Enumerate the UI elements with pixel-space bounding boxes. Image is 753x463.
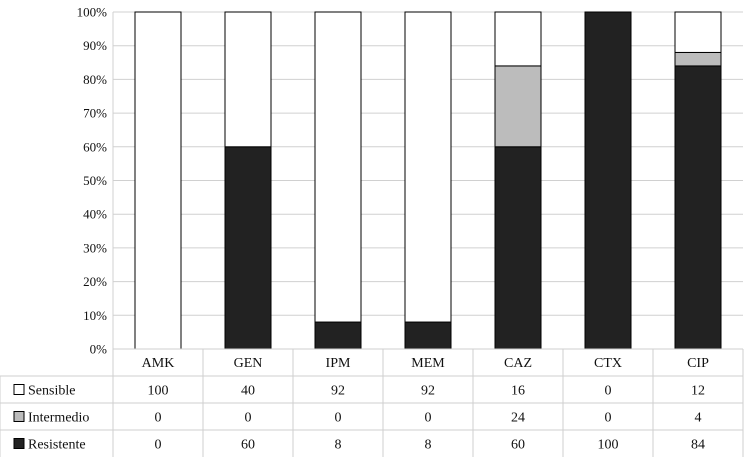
data-label: 0	[425, 411, 432, 426]
category-label: CAZ	[504, 356, 532, 371]
data-label: 12	[691, 384, 705, 399]
data-label: 100	[598, 438, 619, 453]
data-label: 60	[241, 438, 255, 453]
data-label: 60	[511, 438, 525, 453]
bar-segment-sensible-mem	[404, 11, 452, 323]
bars	[134, 11, 722, 350]
legend-key-sensible	[13, 384, 25, 395]
bar-segment-sensible-amk	[134, 11, 182, 350]
y-tick-label: 70%	[83, 106, 107, 121]
legend-label: Sensible	[28, 384, 75, 399]
bar-segment-resistente-gen	[224, 146, 272, 350]
y-tick-label: 0%	[90, 342, 108, 357]
bar-segment-resistente-cip	[674, 65, 722, 350]
data-label: 0	[605, 411, 612, 426]
y-tick-label: 100%	[77, 5, 108, 20]
legend-key-resistente	[13, 438, 25, 449]
data-label: 16	[511, 384, 525, 399]
bar-segment-resistente-ctx	[584, 11, 632, 350]
category-label: GEN	[234, 356, 263, 371]
category-label: AMK	[142, 356, 175, 371]
data-label: 4	[695, 411, 702, 426]
category-label: CIP	[687, 356, 709, 371]
data-label: 100	[148, 384, 169, 399]
legend-key-intermedio	[13, 411, 25, 422]
y-tick-label: 50%	[83, 173, 107, 188]
y-tick-label: 80%	[83, 72, 107, 87]
bar-segment-sensible-ipm	[314, 11, 362, 323]
bar-segment-resistente-mem	[404, 321, 452, 350]
data-label: 8	[335, 438, 342, 453]
legend-label: Resistente	[28, 438, 86, 453]
data-label: 92	[421, 384, 435, 399]
bar-segment-intermedio-caz	[494, 65, 542, 148]
y-tick-label: 10%	[83, 308, 107, 323]
bar-segment-intermedio-cip	[674, 51, 722, 67]
data-label: 40	[241, 384, 255, 399]
bar-segment-resistente-caz	[494, 146, 542, 350]
category-label: IPM	[326, 356, 351, 371]
data-label: 0	[335, 411, 342, 426]
data-label: 92	[331, 384, 345, 399]
data-label: 0	[245, 411, 252, 426]
data-label: 0	[605, 384, 612, 399]
data-label: 0	[155, 411, 162, 426]
bar-segment-sensible-cip	[674, 11, 722, 53]
y-tick-label: 40%	[83, 207, 107, 222]
legend-label: Intermedio	[28, 411, 89, 426]
bar-segment-sensible-gen	[224, 11, 272, 148]
y-tick-label: 30%	[83, 240, 107, 255]
data-label: 8	[425, 438, 432, 453]
bar-segment-sensible-caz	[494, 11, 542, 67]
category-label: MEM	[411, 356, 445, 371]
y-axis-ticks: 0% 10% 20% 30% 40% 50% 60% 70% 80% 90% 100%	[77, 5, 108, 357]
data-label: 84	[691, 438, 705, 453]
y-tick-label: 20%	[83, 274, 107, 289]
category-label: CTX	[594, 356, 622, 371]
y-tick-label: 90%	[83, 38, 107, 53]
data-label: 24	[511, 411, 525, 426]
data-label: 0	[155, 438, 162, 453]
y-tick-label: 60%	[83, 139, 107, 154]
bar-segment-resistente-ipm	[314, 321, 362, 350]
